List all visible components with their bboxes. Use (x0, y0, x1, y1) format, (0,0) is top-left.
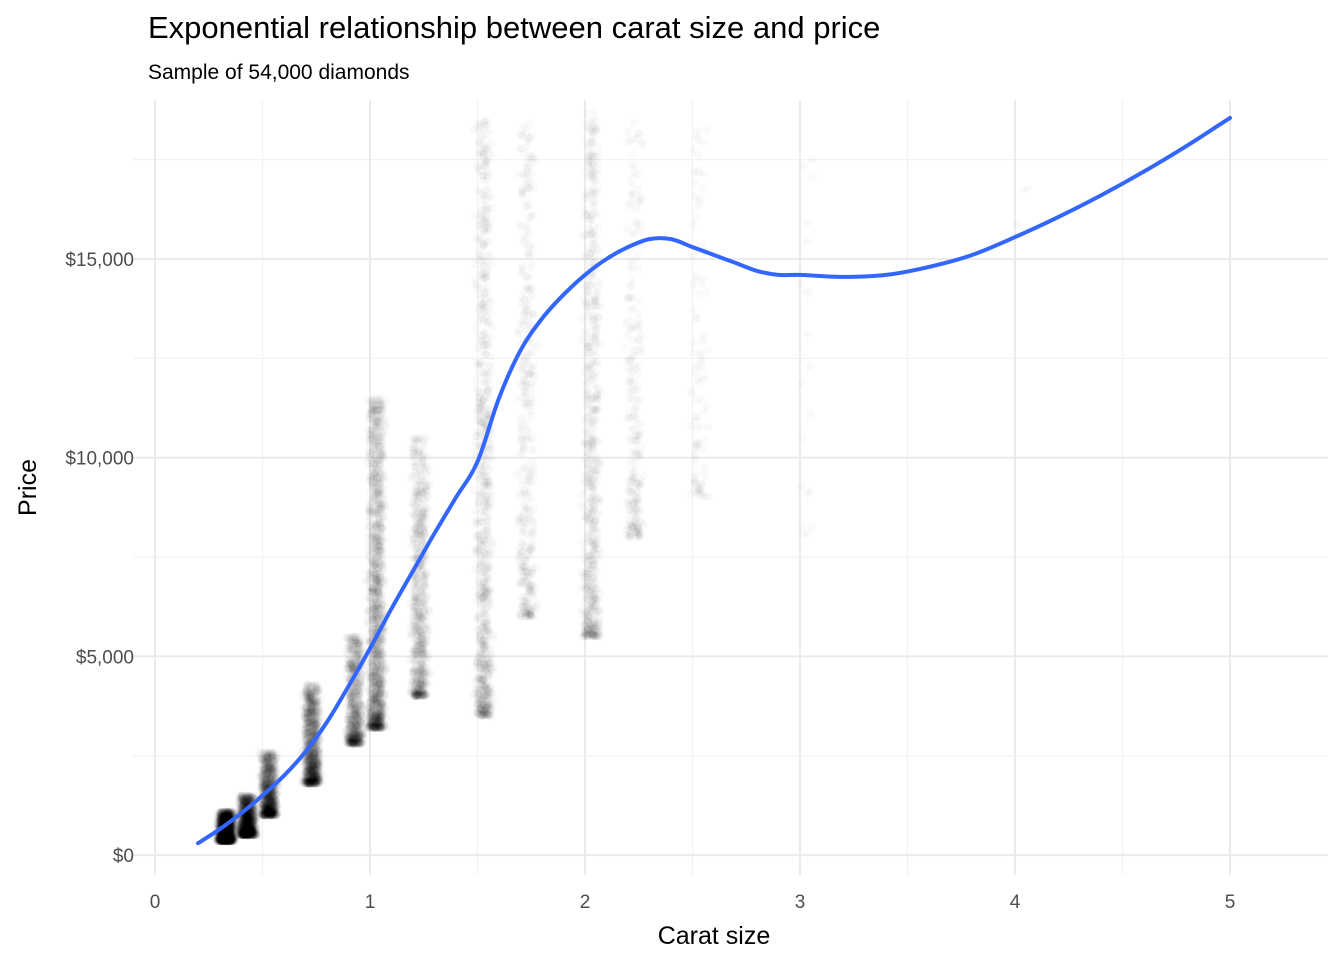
scatter-point (246, 819, 254, 827)
scatter-point (269, 809, 277, 817)
point-cluster (297, 680, 326, 788)
scatter-point (236, 819, 244, 827)
scatter-point (226, 808, 234, 816)
scatter-point (267, 802, 275, 810)
point-cluster (254, 748, 283, 820)
minor-gridlines (133, 100, 1328, 875)
chart-title: Exponential relationship between carat s… (148, 10, 881, 45)
scatter-point (254, 748, 262, 756)
scatter-point (271, 757, 279, 765)
chart-subtitle: Sample of 54,000 diamonds (148, 61, 410, 84)
scatter-point (219, 836, 227, 844)
scatter-point (243, 794, 251, 802)
scatter-point (259, 755, 267, 763)
scatter-points (212, 108, 1032, 845)
scatter-point (241, 829, 249, 837)
scatter-point (267, 774, 275, 782)
